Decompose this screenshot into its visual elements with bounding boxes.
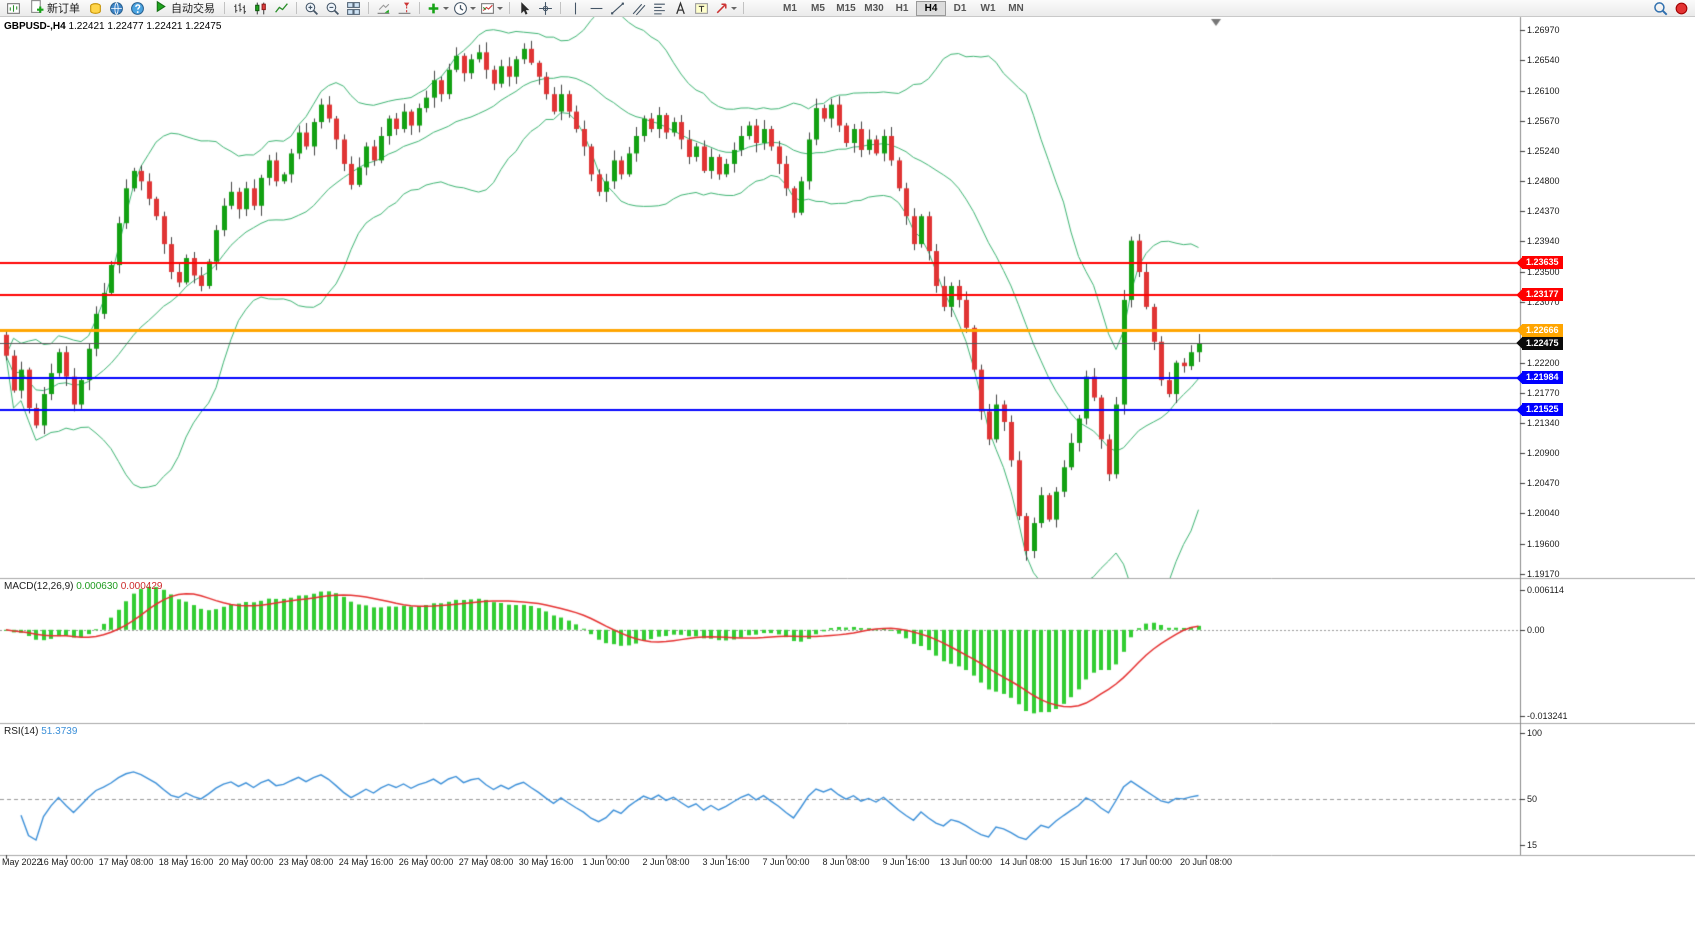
toolbar-separator bbox=[560, 2, 561, 14]
toolbar-separator bbox=[224, 2, 225, 14]
timeframe-button-d1[interactable]: D1 bbox=[953, 2, 967, 14]
toolbar-separator bbox=[419, 2, 420, 14]
timeframe-button-m15[interactable]: M15 bbox=[836, 2, 856, 14]
timeframe-button-m5[interactable]: M5 bbox=[811, 2, 825, 14]
text-icon[interactable] bbox=[670, 0, 691, 16]
toolbar-separator bbox=[368, 2, 369, 14]
new-order-icon bbox=[29, 0, 44, 17]
chart-bars-icon[interactable] bbox=[229, 1, 250, 16]
new-order-label: 新订单 bbox=[47, 3, 80, 15]
community-icon[interactable] bbox=[106, 1, 127, 16]
horizontal-line-icon[interactable] bbox=[586, 1, 607, 16]
dropdown-caret-icon bbox=[470, 6, 476, 10]
search-icon[interactable] bbox=[1650, 1, 1671, 16]
chart-candles-icon[interactable] bbox=[250, 1, 271, 16]
timeframe-button-mn[interactable]: MN bbox=[1008, 2, 1024, 14]
timeframe-button-m1[interactable]: M1 bbox=[783, 2, 797, 14]
zoom-out-icon[interactable] bbox=[322, 1, 343, 16]
toolbar-separator bbox=[743, 2, 744, 14]
timeframe-button-h4[interactable]: H4 bbox=[916, 0, 946, 16]
vertical-line-icon[interactable] bbox=[565, 1, 586, 16]
tile-windows-icon[interactable] bbox=[343, 1, 364, 16]
cursor-icon[interactable] bbox=[514, 1, 535, 16]
fibonacci-icon[interactable] bbox=[649, 1, 670, 16]
dropdown-caret-icon bbox=[443, 6, 449, 10]
toolbar: 新订单 自动交易 M1 M5 M15 M30 H1 H4 D1 W1 MN bbox=[0, 0, 1695, 17]
text-label-icon[interactable] bbox=[691, 1, 712, 16]
timeframe-button-w1[interactable]: W1 bbox=[980, 2, 996, 14]
channel-icon[interactable] bbox=[628, 1, 649, 16]
timeframe-group: M1 M5 M15 M30 H1 H4 D1 W1 MN bbox=[776, 0, 1030, 16]
timeframe-button-m30[interactable]: M30 bbox=[864, 2, 884, 14]
help-icon[interactable] bbox=[127, 1, 148, 16]
zoom-in-icon[interactable] bbox=[301, 1, 322, 16]
new-chart-icon[interactable] bbox=[3, 1, 24, 16]
dropdown-caret-icon bbox=[497, 6, 503, 10]
trendline-icon[interactable] bbox=[607, 1, 628, 16]
timeframe-button-h1[interactable]: H1 bbox=[895, 2, 909, 14]
auto-scroll-icon[interactable] bbox=[373, 1, 394, 16]
toolbar-separator bbox=[509, 2, 510, 14]
periods-icon[interactable] bbox=[451, 1, 478, 16]
toolbar-separator bbox=[296, 2, 297, 14]
alert-icon[interactable] bbox=[1671, 1, 1692, 16]
auto-trading-button[interactable]: 自动交易 bbox=[148, 0, 220, 17]
dropdown-caret-icon bbox=[731, 6, 737, 10]
indicators-icon[interactable] bbox=[424, 1, 451, 16]
market-icon[interactable] bbox=[85, 1, 106, 16]
auto-trading-icon bbox=[153, 0, 168, 17]
chart-line-icon[interactable] bbox=[271, 1, 292, 16]
templates-icon[interactable] bbox=[478, 1, 505, 16]
new-order-button[interactable]: 新订单 bbox=[24, 0, 85, 17]
arrows-icon[interactable] bbox=[712, 1, 739, 16]
chart-shift-icon[interactable] bbox=[394, 1, 415, 16]
auto-trading-label: 自动交易 bbox=[171, 3, 215, 15]
crosshair-icon[interactable] bbox=[535, 1, 556, 16]
